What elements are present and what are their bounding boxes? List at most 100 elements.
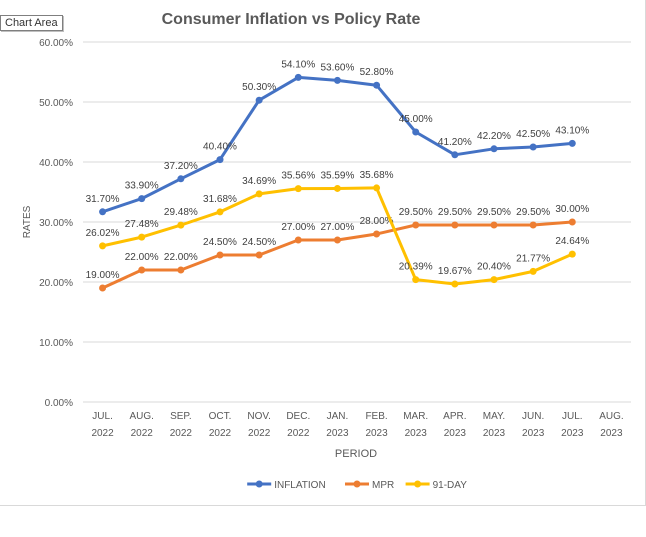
data-label-91-day: 26.02% — [86, 228, 120, 239]
data-point-91-day — [138, 233, 146, 241]
x-tick-label: DEC. — [286, 411, 310, 422]
data-point-inflation — [490, 145, 498, 153]
legend-item-mpr[interactable]: MPR — [345, 480, 394, 491]
data-point-inflation — [333, 76, 341, 84]
x-tick-label: 2023 — [444, 428, 467, 439]
legend-label: 91-DAY — [433, 480, 468, 491]
data-label-91-day: 31.68% — [203, 194, 237, 205]
data-label-91-day: 35.59% — [320, 170, 354, 181]
y-tick-label: 40.00% — [39, 158, 73, 169]
y-tick-label: 20.00% — [39, 278, 73, 289]
data-label-inflation: 37.20% — [164, 161, 198, 172]
data-point-inflation — [529, 143, 537, 151]
data-label-inflation: 42.50% — [516, 129, 550, 140]
data-point-91-day — [568, 250, 576, 258]
data-label-inflation: 54.10% — [281, 59, 315, 70]
data-point-mpr — [451, 221, 459, 229]
data-label-mpr: 22.00% — [125, 252, 159, 263]
legend-marker — [255, 480, 263, 488]
data-label-mpr: 24.50% — [203, 237, 237, 248]
data-label-mpr: 27.00% — [281, 222, 315, 233]
y-tick-label: 50.00% — [39, 98, 73, 109]
data-label-91-day: 27.48% — [125, 219, 159, 230]
x-axis-tick-labels: JUL. 2022 AUG. 2022 SEP. 2022 OCT. 2022 NOV. 2022… — [91, 411, 623, 439]
data-point-inflation — [138, 195, 146, 203]
x-tick-label: 2022 — [91, 428, 114, 439]
x-tick-label: 2023 — [561, 428, 584, 439]
data-point-mpr — [294, 236, 302, 244]
data-label-91-day: 19.67% — [438, 266, 472, 277]
data-label-91-day: 21.77% — [516, 253, 550, 264]
x-tick-label: AUG. — [599, 411, 623, 422]
data-point-91-day — [451, 280, 459, 288]
y-axis-label: RATES — [22, 205, 33, 238]
data-point-91-day — [216, 208, 224, 216]
data-label-mpr: 29.50% — [438, 207, 472, 218]
data-label-inflation: 52.80% — [360, 67, 394, 78]
x-tick-label: AUG. — [129, 411, 153, 422]
x-tick-label: 2022 — [248, 428, 271, 439]
data-point-mpr — [177, 266, 185, 274]
data-point-91-day — [412, 276, 420, 284]
data-label-91-day: 20.39% — [399, 262, 433, 273]
data-point-inflation — [373, 81, 381, 89]
data-label-mpr: 29.50% — [399, 207, 433, 218]
data-point-inflation — [177, 175, 185, 183]
data-label-91-day: 34.69% — [242, 176, 276, 187]
y-tick-label: 10.00% — [39, 338, 73, 349]
data-label-mpr: 29.50% — [477, 207, 511, 218]
data-label-mpr: 29.50% — [516, 207, 550, 218]
data-point-inflation — [216, 156, 224, 164]
data-point-mpr — [333, 236, 341, 244]
y-tick-label: 60.00% — [39, 38, 73, 49]
x-tick-label: MAR. — [403, 411, 428, 422]
data-label-91-day: 20.40% — [477, 262, 511, 273]
x-tick-label: 2022 — [170, 428, 193, 439]
data-label-mpr: 22.00% — [164, 252, 198, 263]
chart-area[interactable]: Consumer Inflation vs Policy Rate 0.00% 1… — [0, 0, 646, 506]
x-tick-label: NOV. — [247, 411, 271, 422]
data-point-inflation — [99, 208, 107, 216]
data-point-inflation — [412, 128, 420, 136]
legend-item-inflation[interactable]: INFLATION — [247, 480, 326, 491]
x-tick-label: OCT. — [209, 411, 232, 422]
legend-marker — [414, 480, 422, 488]
data-point-91-day — [255, 190, 263, 198]
data-point-mpr — [490, 221, 498, 229]
chart-title: Consumer Inflation vs Policy Rate — [162, 11, 421, 28]
x-tick-label: 2022 — [209, 428, 232, 439]
x-tick-label: FEB. — [365, 411, 387, 422]
data-label-mpr: 28.00% — [360, 216, 394, 227]
x-tick-label: 2023 — [483, 428, 506, 439]
data-point-91-day — [490, 276, 498, 284]
data-point-91-day — [99, 242, 107, 250]
data-label-91-day: 29.48% — [164, 207, 198, 218]
data-label-91-day: 35.56% — [281, 171, 315, 182]
data-point-mpr — [373, 230, 381, 238]
data-label-inflation: 53.60% — [320, 62, 354, 73]
y-tick-label: 30.00% — [39, 218, 73, 229]
data-label-91-day: 35.68% — [360, 170, 394, 181]
legend-item-91-day[interactable]: 91-DAY — [405, 480, 468, 491]
data-label-mpr: 24.50% — [242, 237, 276, 248]
y-axis-tick-labels: 0.00% 10.00% 20.00% 30.00% 40.00% 50.00% 60.00… — [39, 38, 73, 409]
data-point-91-day — [177, 221, 185, 229]
legend-label: MPR — [372, 480, 394, 491]
legend[interactable]: INFLATION MPR 91-DAY — [247, 480, 467, 491]
data-label-inflation: 43.10% — [555, 125, 589, 136]
data-label-91-day: 24.64% — [555, 236, 589, 247]
line-chart[interactable]: Consumer Inflation vs Policy Rate 0.00% 1… — [0, 0, 646, 506]
x-tick-label: 2022 — [287, 428, 310, 439]
chart-area-tooltip: Chart Area — [0, 15, 63, 31]
data-label-mpr: 30.00% — [555, 204, 589, 215]
data-label-inflation: 50.30% — [242, 82, 276, 93]
data-point-91-day — [529, 267, 537, 275]
data-point-91-day — [373, 184, 381, 192]
x-tick-label: 2023 — [326, 428, 349, 439]
data-point-mpr — [412, 221, 420, 229]
data-label-inflation: 33.90% — [125, 181, 159, 192]
data-point-inflation — [451, 151, 459, 159]
x-tick-label: MAY. — [483, 411, 505, 422]
data-point-mpr — [99, 284, 107, 292]
x-tick-label: JUN. — [522, 411, 544, 422]
